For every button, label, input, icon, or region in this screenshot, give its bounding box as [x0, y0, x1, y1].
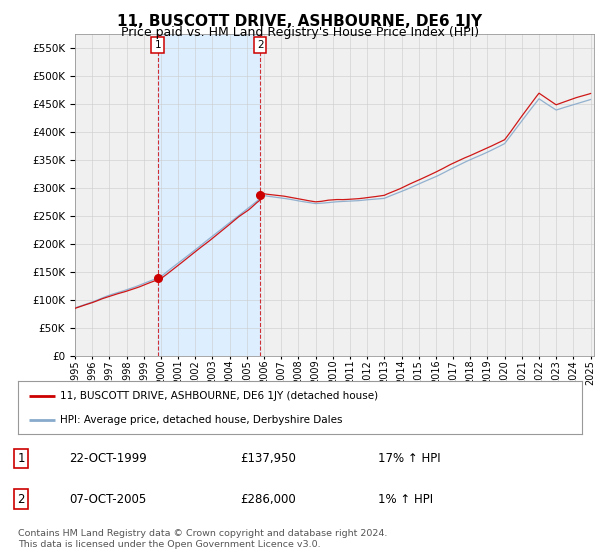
Text: 11, BUSCOTT DRIVE, ASHBOURNE, DE6 1JY (detached house): 11, BUSCOTT DRIVE, ASHBOURNE, DE6 1JY (d…: [60, 391, 379, 401]
Text: 17% ↑ HPI: 17% ↑ HPI: [378, 452, 440, 465]
Text: 1: 1: [154, 40, 161, 50]
Bar: [158, 34, 260, 356]
Text: HPI: Average price, detached house, Derbyshire Dales: HPI: Average price, detached house, Derb…: [60, 414, 343, 424]
Text: 07-OCT-2005: 07-OCT-2005: [69, 493, 146, 506]
Text: 22-OCT-1999: 22-OCT-1999: [69, 452, 147, 465]
Text: Contains HM Land Registry data © Crown copyright and database right 2024.
This d: Contains HM Land Registry data © Crown c…: [18, 529, 388, 549]
Text: 1% ↑ HPI: 1% ↑ HPI: [378, 493, 433, 506]
Text: 2: 2: [17, 493, 25, 506]
Text: 1: 1: [17, 452, 25, 465]
Text: £286,000: £286,000: [240, 493, 296, 506]
Text: Price paid vs. HM Land Registry's House Price Index (HPI): Price paid vs. HM Land Registry's House …: [121, 26, 479, 39]
Text: 11, BUSCOTT DRIVE, ASHBOURNE, DE6 1JY: 11, BUSCOTT DRIVE, ASHBOURNE, DE6 1JY: [118, 14, 482, 29]
Text: £137,950: £137,950: [240, 452, 296, 465]
Text: 2: 2: [257, 40, 263, 50]
